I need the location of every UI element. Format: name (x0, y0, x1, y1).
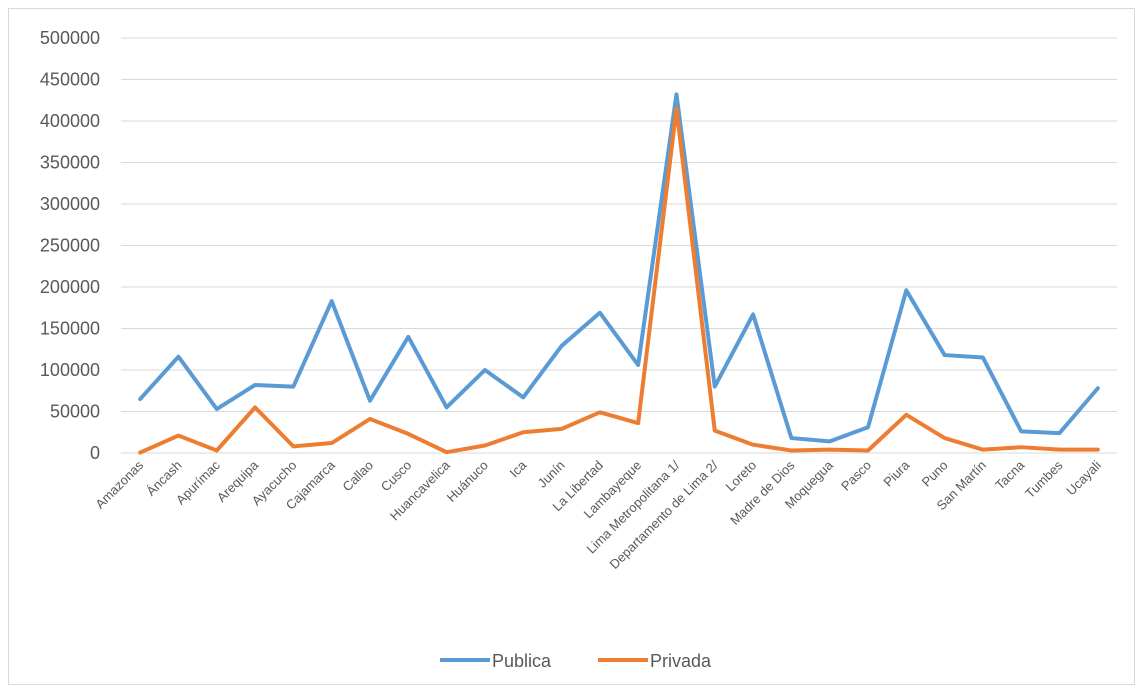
legend-label: Publica (492, 651, 552, 671)
chart-border (8, 8, 1135, 685)
legend-label: Privada (650, 651, 712, 671)
y-tick-label: 200000 (40, 277, 100, 297)
y-tick-label: 400000 (40, 111, 100, 131)
y-tick-label: 150000 (40, 319, 100, 339)
y-tick-label: 300000 (40, 194, 100, 214)
y-tick-label: 250000 (40, 236, 100, 256)
series-line (138, 92, 1100, 444)
series-line (138, 106, 1100, 455)
y-tick-label: 100000 (40, 360, 100, 380)
y-tick-label: 0 (90, 443, 100, 463)
y-tick-label: 50000 (50, 402, 100, 422)
y-tick-label: 500000 (40, 28, 100, 48)
y-tick-label: 350000 (40, 153, 100, 173)
y-tick-label: 450000 (40, 70, 100, 90)
